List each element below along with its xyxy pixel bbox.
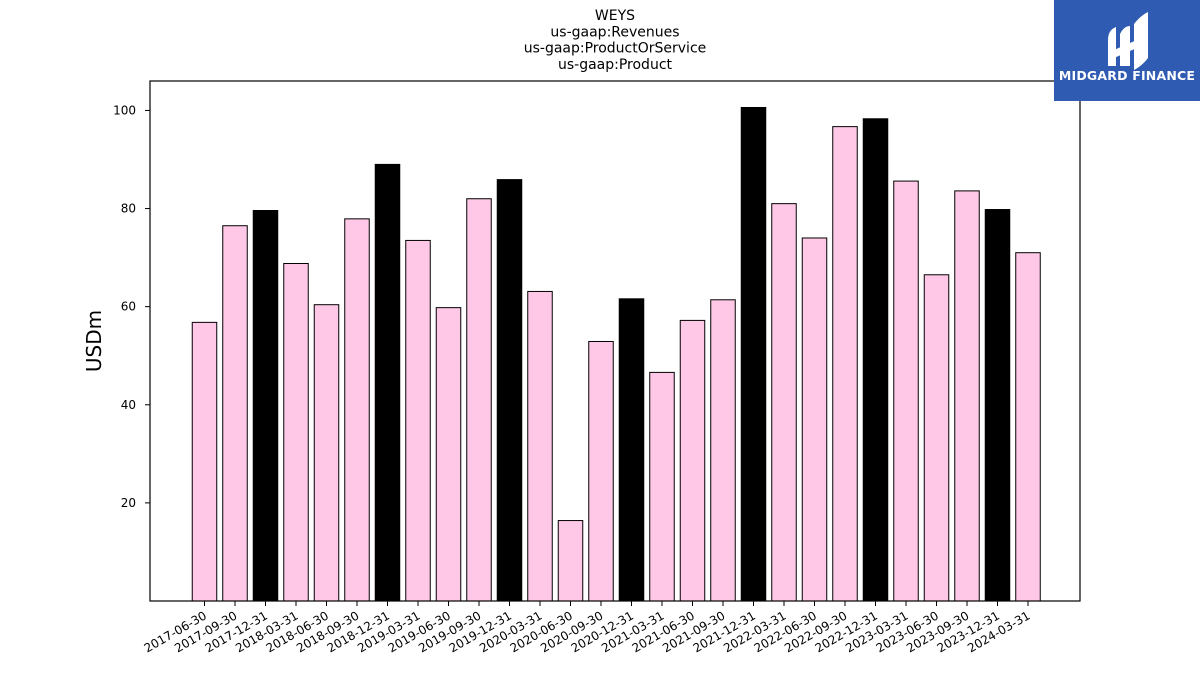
bar-2021-12-31 xyxy=(740,106,767,602)
bar-2023-12-31 xyxy=(984,209,1011,602)
bar-2022-09-30 xyxy=(832,126,858,602)
bar-2018-06-30 xyxy=(313,304,340,602)
bar-2024-03-31 xyxy=(1015,252,1041,602)
title-line: us-gaap:Revenues xyxy=(550,24,679,40)
midgard-finance-logo: MIDGARD FINANCE xyxy=(1054,0,1200,101)
y-tick-label: 20 xyxy=(121,496,136,510)
y-tick-label: 80 xyxy=(121,202,136,216)
bar-2019-06-30 xyxy=(435,307,462,602)
bar-2019-09-30 xyxy=(466,198,492,602)
bar-2017-06-30 xyxy=(191,321,218,602)
bar-2021-03-31 xyxy=(649,371,675,602)
plot-frame xyxy=(149,80,1081,602)
bar-series xyxy=(191,106,1041,602)
bar-2020-12-31 xyxy=(618,298,645,602)
y-tick-label: 40 xyxy=(121,398,136,412)
bar-2018-09-30 xyxy=(344,218,370,602)
title-line: WEYS xyxy=(595,8,635,24)
y-axis: 20 40 60 80 100 xyxy=(113,103,150,510)
bar-2023-09-30 xyxy=(954,190,980,602)
title-line: us-gaap:Product xyxy=(558,57,673,73)
bar-2023-06-30 xyxy=(923,274,950,602)
bar-2022-06-30 xyxy=(801,237,828,602)
x-axis: 2017-06-302017-09-302017-12-312018-03-31… xyxy=(142,601,1033,655)
bar-2022-12-31 xyxy=(862,118,889,602)
y-axis-label: USDm xyxy=(82,310,106,372)
bar-2018-03-31 xyxy=(283,262,309,602)
bar-2017-09-30 xyxy=(222,225,248,602)
bar-2020-06-30 xyxy=(557,520,584,602)
bar-2022-03-31 xyxy=(771,203,797,602)
title-line: us-gaap:ProductOrService xyxy=(524,41,707,57)
bar-2023-03-31 xyxy=(893,180,919,602)
bar-2020-03-31 xyxy=(527,290,553,602)
bar-2019-03-31 xyxy=(405,239,431,602)
bar-2020-09-30 xyxy=(588,340,614,602)
bar-2021-06-30 xyxy=(679,319,706,602)
y-tick-label: 100 xyxy=(113,103,136,117)
chart-title: WEYSus-gaap:Revenuesus-gaap:ProductOrSer… xyxy=(524,8,707,73)
y-tick-label: 60 xyxy=(121,300,136,314)
brand-name: MIDGARD FINANCE xyxy=(1058,68,1196,83)
bar-2018-12-31 xyxy=(374,163,401,602)
midgard-logo-icon xyxy=(1108,12,1148,70)
bar-2021-09-30 xyxy=(710,299,736,602)
bar-2017-12-31 xyxy=(252,210,279,602)
bar-2019-12-31 xyxy=(496,179,523,602)
